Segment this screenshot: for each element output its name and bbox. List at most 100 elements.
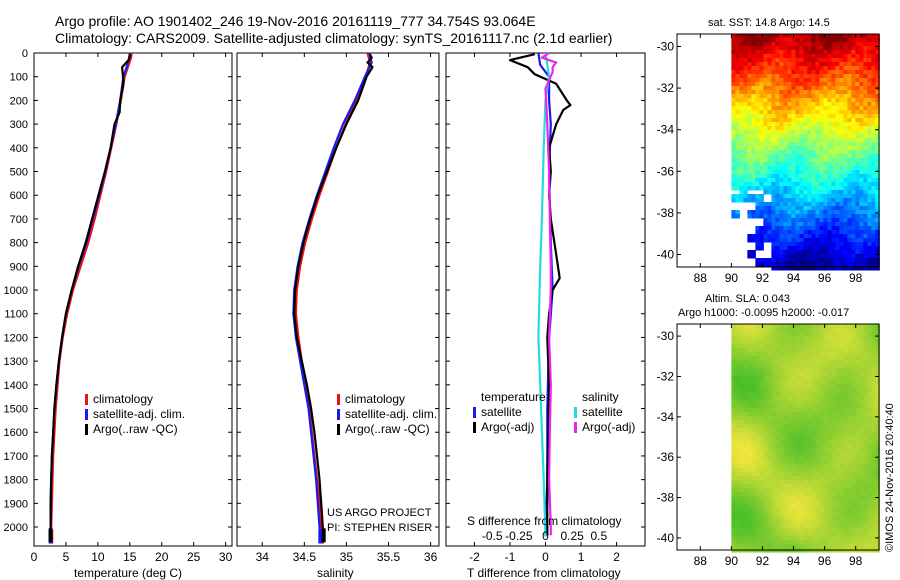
legend-swatch xyxy=(574,407,577,418)
depth-tick-label: 1900 xyxy=(4,498,28,510)
legend-label: climatology xyxy=(345,392,405,406)
depth-tick-label: 1400 xyxy=(4,380,28,392)
x-tick-label: 0 xyxy=(542,550,549,564)
legend-swatch xyxy=(85,394,88,405)
difference-profile-panel: -2 -1 0 1 2 -0.5 -0.25 0 0.25 0.5 temperature salin… xyxy=(445,52,646,564)
x-tick-label: 1 xyxy=(578,550,585,564)
series-end-marker xyxy=(321,528,326,543)
map-y-label: -34 xyxy=(657,410,675,424)
legend-label: Argo(..raw -QC) xyxy=(345,422,430,436)
legend-swatch xyxy=(85,409,88,420)
map-x-label: 98 xyxy=(849,271,863,285)
header-line-1: Argo profile: AO 1901402_246 19-Nov-2016… xyxy=(55,13,536,29)
legend-label: Argo(-adj) xyxy=(481,420,534,434)
legend-swatch xyxy=(473,422,476,433)
map-y-label: -38 xyxy=(657,491,675,505)
depth-tick-label: 300 xyxy=(10,119,28,131)
salinity-profile-panel: 34 34.5 35 35.5 36 climatologysatellite-adj. … xyxy=(236,52,440,564)
map-x-label: 96 xyxy=(818,554,832,568)
map-y-label: -36 xyxy=(657,164,675,178)
project-label: US ARGO PROJECT xyxy=(327,507,432,519)
x-tick-label: 34 xyxy=(256,550,270,564)
x-tick-label: 34.5 xyxy=(293,550,317,564)
legend-header-temperature: temperature xyxy=(481,390,546,404)
x-tick-label: 36 xyxy=(424,550,438,564)
x-tick-label: 20 xyxy=(155,550,169,564)
depth-tick-label: 500 xyxy=(10,167,28,179)
depth-axis-labels: 0 100 200 300 400 500 600 700 800 900 1000 1100 1200… xyxy=(4,48,28,534)
map-x-label: 92 xyxy=(756,271,770,285)
map-y-label: -30 xyxy=(657,39,675,53)
legend-swatch xyxy=(473,407,476,418)
depth-tick-label: 1800 xyxy=(4,475,28,487)
s-tick-label: -0.25 xyxy=(505,529,533,543)
series-line-2 xyxy=(537,52,551,537)
map-y-label: -38 xyxy=(657,206,675,220)
x-tick-label: 15 xyxy=(123,550,137,564)
map-cells xyxy=(731,34,880,271)
s-diff-xlabel: S difference from climatology xyxy=(467,514,622,528)
legend-swatch xyxy=(574,422,577,433)
legend-swatch xyxy=(337,424,340,435)
depth-tick-label: 2000 xyxy=(4,522,28,534)
depth-tick-label: 400 xyxy=(10,143,28,155)
plot-frame xyxy=(33,52,233,547)
map-x-label: 90 xyxy=(725,271,739,285)
s-tick-label: 0.25 xyxy=(560,529,584,543)
depth-tick-label: 900 xyxy=(10,261,28,273)
depth-tick-label: 1300 xyxy=(4,356,28,368)
salinity-xlabel: salinity xyxy=(317,566,354,580)
legend-swatch xyxy=(337,394,340,405)
x-tick-label: 30 xyxy=(219,550,233,564)
depth-tick-label: 700 xyxy=(10,214,28,226)
s-tick-label: 0 xyxy=(542,529,549,543)
map-y-label: -36 xyxy=(657,450,675,464)
legend-header-salinity: salinity xyxy=(582,390,619,404)
legend-label: satellite xyxy=(481,405,522,419)
map-y-label: -40 xyxy=(657,531,675,545)
series-line-3 xyxy=(540,52,558,536)
depth-tick-label: 200 xyxy=(10,95,28,107)
depth-tick-label: 100 xyxy=(10,72,28,84)
map-y-label: -32 xyxy=(657,369,675,383)
t-diff-xlabel: T difference from climatology xyxy=(467,566,621,580)
map-y-label: -32 xyxy=(657,81,675,95)
series-end-marker xyxy=(318,529,323,544)
x-tick-label: -2 xyxy=(469,550,480,564)
temperature-xlabel: temperature (deg C) xyxy=(74,566,182,580)
map-x-label: 96 xyxy=(818,271,832,285)
header-line-2: Climatology: CARS2009. Satellite-adjuste… xyxy=(55,30,612,46)
x-tick-label: 25 xyxy=(187,550,201,564)
sst-map-panel: 88 90 92 94 96 98 -30 -32 -34 -36 -38 -40 xyxy=(657,33,880,285)
sst-map-title: sat. SST: 14.8 Argo: 14.5 xyxy=(708,17,830,29)
map-x-label: 92 xyxy=(756,554,770,568)
x-tick-label: -1 xyxy=(505,550,516,564)
sla-map-subtitle: Argo h1000: -0.0095 h2000: -0.017 xyxy=(678,307,849,319)
legend-label: satellite-adj. clim. xyxy=(93,407,185,421)
depth-tick-label: 1200 xyxy=(4,332,28,344)
map-x-label: 98 xyxy=(849,554,863,568)
depth-tick-label: 1100 xyxy=(4,309,28,321)
series-end-marker xyxy=(48,528,53,543)
legend-label: satellite-adj. clim. xyxy=(345,407,437,421)
map-y-label: -40 xyxy=(657,248,675,262)
map-frame xyxy=(676,323,880,551)
x-tick-label: 35 xyxy=(340,550,354,564)
pi-label: PI: STEPHEN RISER xyxy=(327,522,432,534)
x-tick-label: 10 xyxy=(91,550,105,564)
series-line-2 xyxy=(293,53,374,536)
map-x-label: 94 xyxy=(787,554,801,568)
s-tick-label: -0.5 xyxy=(482,529,503,543)
map-y-label: -30 xyxy=(657,329,675,343)
map-x-label: 88 xyxy=(694,554,708,568)
map-y-label: -34 xyxy=(657,123,675,137)
depth-tick-label: 0 xyxy=(22,48,28,60)
imos-credit: ©IMOS 24-Nov-2016 20:40:40 xyxy=(884,403,896,552)
x-tick-label: 2 xyxy=(613,550,620,564)
depth-tick-label: 1000 xyxy=(4,285,28,297)
depth-tick-label: 600 xyxy=(10,190,28,202)
legend-label: Argo(-adj) xyxy=(582,420,635,434)
x-tick-label: 0 xyxy=(31,550,38,564)
sla-map-title: Altim. SLA: 0.043 xyxy=(705,293,790,305)
